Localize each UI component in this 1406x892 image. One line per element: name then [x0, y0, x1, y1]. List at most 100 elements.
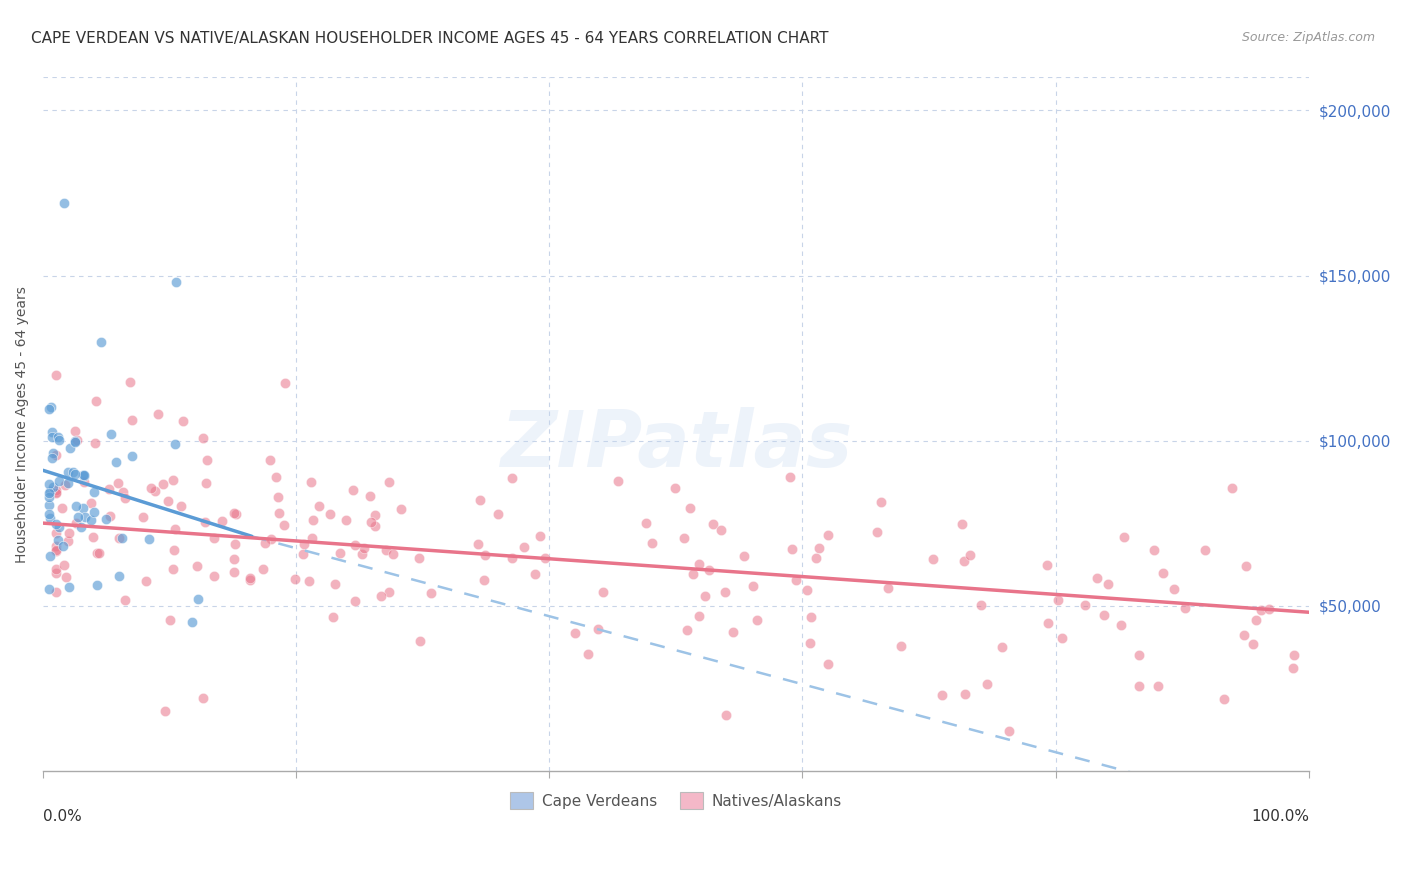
Point — [950, 517, 973, 532]
Point — [139, 481, 162, 495]
Point — [329, 546, 352, 560]
Point — [378, 585, 401, 599]
Point — [163, 542, 186, 557]
Point — [976, 677, 998, 691]
Point — [800, 610, 823, 624]
Point — [374, 543, 396, 558]
Point — [63, 424, 86, 438]
Point — [267, 491, 290, 505]
Point — [202, 568, 225, 582]
Point — [1128, 679, 1150, 693]
Point — [195, 476, 218, 491]
Point — [152, 476, 174, 491]
Point — [298, 574, 321, 589]
Point — [159, 613, 181, 627]
Point — [38, 582, 60, 596]
Point — [98, 483, 121, 497]
Point — [922, 551, 945, 566]
Point — [72, 469, 94, 483]
Point — [73, 468, 96, 483]
Point — [1128, 648, 1150, 663]
Point — [409, 633, 432, 648]
Point — [1143, 543, 1166, 558]
Point — [45, 566, 67, 581]
Point — [364, 518, 387, 533]
Point — [664, 482, 686, 496]
Point — [39, 549, 62, 563]
Point — [48, 474, 70, 488]
Point — [83, 505, 105, 519]
Point — [699, 563, 721, 577]
Point — [501, 550, 523, 565]
Point — [100, 427, 122, 442]
Point — [1234, 558, 1257, 573]
Point — [66, 510, 89, 524]
Point — [890, 639, 912, 653]
Point — [45, 544, 67, 558]
Point — [378, 475, 401, 489]
Point — [96, 512, 118, 526]
Point — [132, 509, 155, 524]
Point — [45, 543, 67, 558]
Point — [181, 615, 204, 629]
Point — [702, 516, 724, 531]
Point — [222, 507, 245, 521]
Point — [1241, 637, 1264, 651]
Point — [222, 565, 245, 579]
Point — [48, 520, 70, 534]
Point — [1257, 602, 1279, 616]
Point — [45, 368, 67, 382]
Point — [1163, 582, 1185, 597]
Point — [804, 550, 827, 565]
Point — [869, 494, 891, 508]
Point — [90, 334, 112, 349]
Point — [42, 480, 65, 494]
Point — [467, 537, 489, 551]
Point — [105, 455, 128, 469]
Point — [38, 484, 60, 499]
Point — [474, 548, 496, 562]
Point — [45, 448, 67, 462]
Point — [195, 453, 218, 467]
Point — [70, 520, 93, 534]
Point — [146, 407, 169, 421]
Point — [111, 484, 134, 499]
Point — [682, 566, 704, 581]
Point — [157, 493, 180, 508]
Point — [56, 533, 79, 548]
Point — [38, 477, 60, 491]
Point — [1035, 558, 1057, 572]
Point — [51, 501, 73, 516]
Point — [187, 592, 209, 607]
Point — [308, 500, 330, 514]
Point — [1152, 566, 1174, 581]
Point — [1282, 661, 1305, 675]
Text: 100.0%: 100.0% — [1251, 809, 1309, 824]
Point — [389, 501, 412, 516]
Point — [381, 547, 404, 561]
Point — [322, 610, 344, 624]
Point — [170, 500, 193, 514]
Text: Source: ZipAtlas.com: Source: ZipAtlas.com — [1241, 31, 1375, 45]
Point — [323, 577, 346, 591]
Point — [1097, 576, 1119, 591]
Text: 0.0%: 0.0% — [44, 809, 82, 824]
Point — [267, 507, 290, 521]
Point — [1147, 679, 1170, 693]
Point — [274, 376, 297, 390]
Point — [63, 434, 86, 448]
Point — [641, 536, 664, 550]
Point — [501, 471, 523, 485]
Point — [360, 515, 382, 529]
Point — [114, 592, 136, 607]
Legend: Cape Verdeans, Natives/Alaskans: Cape Verdeans, Natives/Alaskans — [503, 786, 848, 815]
Text: ZIPatlas: ZIPatlas — [499, 407, 852, 483]
Point — [688, 557, 710, 571]
Point — [162, 474, 184, 488]
Point — [319, 507, 342, 521]
Point — [877, 581, 900, 595]
Point — [45, 539, 67, 553]
Point — [42, 446, 65, 460]
Point — [59, 442, 82, 456]
Point — [62, 465, 84, 479]
